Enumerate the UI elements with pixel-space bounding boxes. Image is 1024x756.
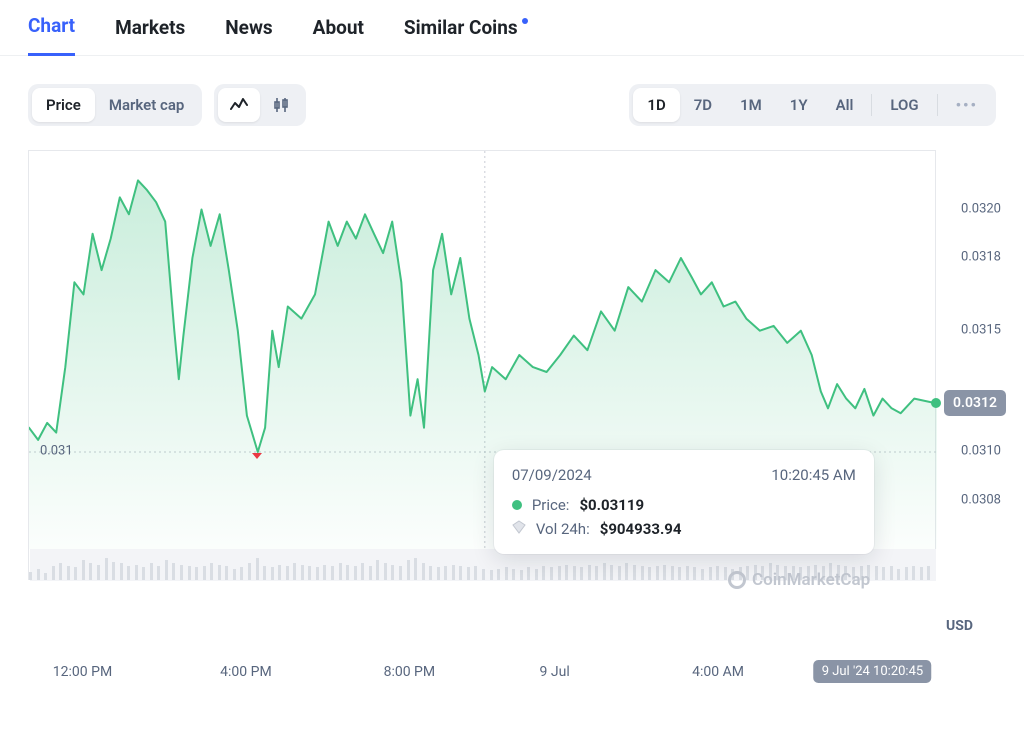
nav-tabs: Chart Markets News About Similar Coins <box>0 0 1024 56</box>
line-chart-icon[interactable] <box>218 88 260 122</box>
x-tick: 4:00 PM <box>220 664 272 680</box>
tooltip-date: 07/09/2024 <box>512 466 592 484</box>
tab-about[interactable]: About <box>313 16 364 55</box>
y-tick: 0.0315 <box>961 322 1001 337</box>
y-axis-labels: 0.03200.03180.03150.03120.03100.0308 <box>946 150 1001 580</box>
price-toggle[interactable]: Price <box>32 88 95 122</box>
tooltip-price-label: Price: <box>532 496 570 514</box>
more-options-icon[interactable]: ••• <box>942 88 992 122</box>
range-7d[interactable]: 7D <box>680 88 726 122</box>
currency-label: USD <box>946 618 973 634</box>
current-time-badge: 9 Jul '24 10:20:45 <box>814 660 932 683</box>
low-price-label: 0.031 <box>40 444 73 459</box>
market-cap-toggle[interactable]: Market cap <box>95 88 199 122</box>
tooltip-vol-icon <box>512 520 526 538</box>
tooltip-vol-value: $904933.94 <box>600 520 682 538</box>
low-marker-icon <box>252 453 262 459</box>
x-tick: 4:00 AM <box>692 664 744 680</box>
price-chart[interactable]: 0.03200.03180.03150.03120.03100.0308 12:… <box>28 150 996 650</box>
range-toggle: 1D7D1M1YAllLOG ••• <box>629 84 996 126</box>
tooltip-price-value: $0.03119 <box>579 496 644 514</box>
x-axis-labels: 12:00 PM4:00 PM8:00 PM9 Jul4:00 AM9 Jul … <box>28 664 936 688</box>
tooltip-vol-label: Vol 24h: <box>536 520 590 538</box>
notification-dot-icon <box>522 18 528 24</box>
tooltip-price-dot-icon <box>512 500 522 510</box>
tab-news[interactable]: News <box>225 16 272 55</box>
x-tick: 9 Jul <box>540 664 570 680</box>
chart-toolbar: PriceMarket cap 1D7D1M1YAllLOG ••• <box>0 56 1024 136</box>
watermark: CoinMarketCap <box>728 570 870 590</box>
y-tick: 0.0320 <box>961 201 1001 216</box>
range-1y[interactable]: 1Y <box>776 88 822 122</box>
tooltip-time: 10:20:45 AM <box>771 466 855 484</box>
current-price-flag: 0.0312 <box>944 390 1006 416</box>
metric-toggle: PriceMarket cap <box>28 84 202 126</box>
tab-markets[interactable]: Markets <box>115 16 185 55</box>
chart-type-toggle <box>214 84 306 126</box>
range-1d[interactable]: 1D <box>633 88 679 122</box>
tab-similar-coins[interactable]: Similar Coins <box>404 16 518 55</box>
range-1m[interactable]: 1M <box>726 88 776 122</box>
y-tick: 0.0318 <box>961 250 1001 265</box>
range-all[interactable]: All <box>822 88 868 122</box>
last-price-dot <box>931 398 941 408</box>
watermark-icon <box>728 571 746 589</box>
watermark-text: CoinMarketCap <box>752 570 870 590</box>
tab-chart[interactable]: Chart <box>28 14 75 56</box>
log-toggle[interactable]: LOG <box>876 88 932 122</box>
price-tooltip: 07/09/2024 10:20:45 AM Price: $0.03119 V… <box>494 450 874 554</box>
x-tick: 8:00 PM <box>384 664 436 680</box>
y-tick: 0.0308 <box>961 492 1001 507</box>
y-tick: 0.0310 <box>961 444 1001 459</box>
candlestick-icon[interactable] <box>260 88 302 122</box>
x-tick: 12:00 PM <box>53 664 112 680</box>
